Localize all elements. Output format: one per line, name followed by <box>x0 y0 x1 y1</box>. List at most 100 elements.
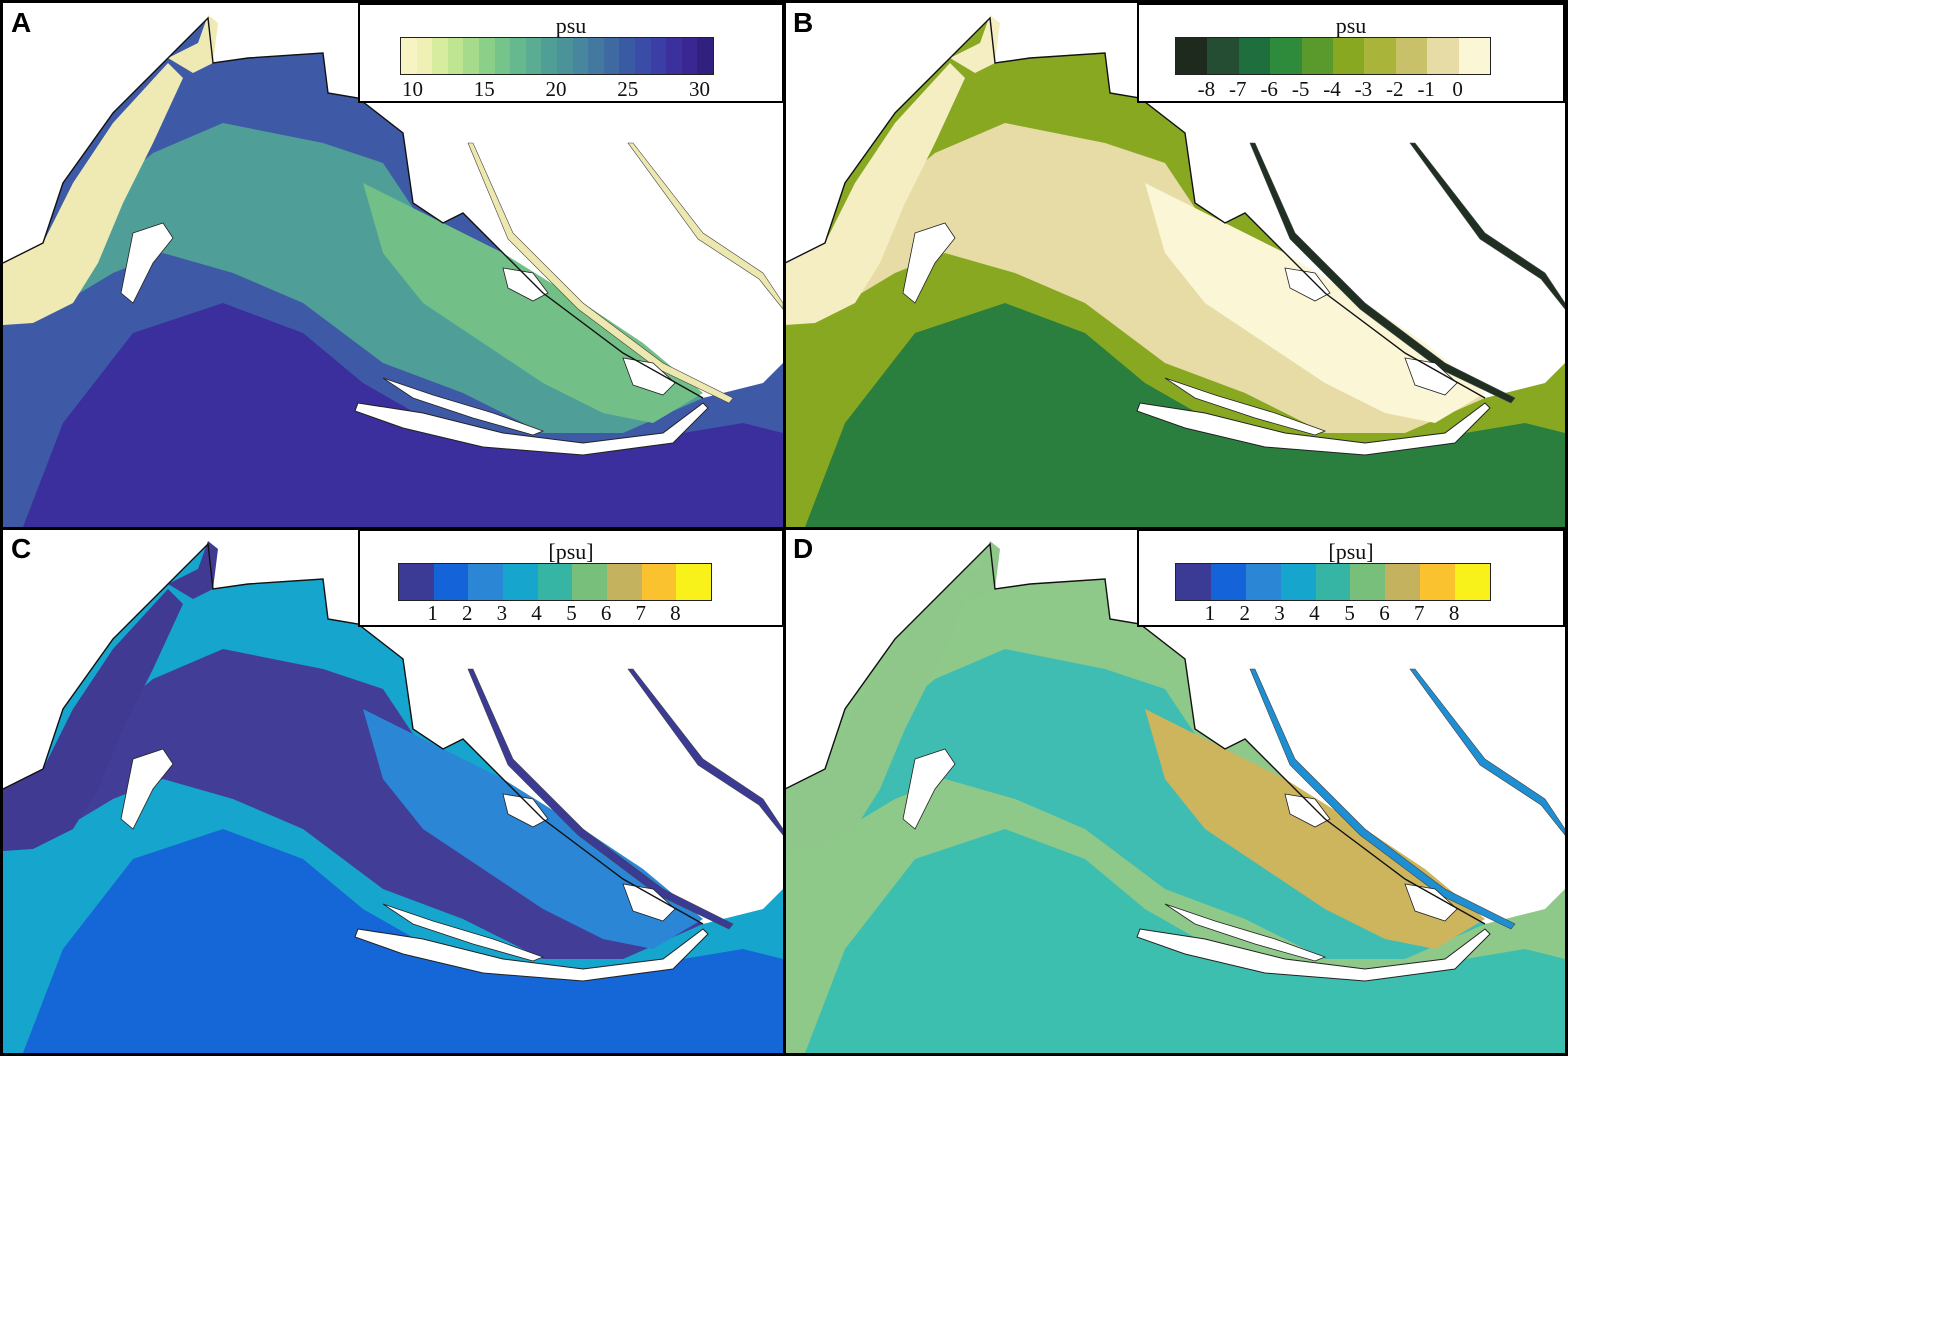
coastline <box>785 16 1486 399</box>
legend-tick-label: 25 <box>617 77 639 101</box>
legend-color-swatch <box>1333 38 1365 74</box>
panel-b-letter: B <box>793 7 814 38</box>
panel-a-legend: psu 10 15 20 25 30 <box>358 3 783 103</box>
panel-a-letter: A <box>11 7 32 38</box>
legend-tick-label: 8 <box>1448 601 1460 625</box>
legend-color-swatch <box>1395 38 1428 74</box>
marsh-island <box>120 748 174 830</box>
island <box>1284 267 1331 302</box>
marsh-island <box>902 748 956 830</box>
island <box>502 267 549 302</box>
panel-c-map <box>3 529 783 1053</box>
legend-color-swatch <box>432 38 448 74</box>
legend-tick-label: -8 <box>1197 77 1216 101</box>
marsh-island <box>902 222 956 304</box>
legend-color-swatch <box>1385 564 1421 600</box>
sand-spit <box>354 928 709 982</box>
legend-tick-label: 2 <box>462 601 473 625</box>
legend-tick-label: -4 <box>1323 77 1341 101</box>
legend-title: psu <box>555 13 587 38</box>
panel-c-letter: C <box>11 533 32 564</box>
legend-tick-label: 15 <box>473 77 495 101</box>
sand-spit <box>354 402 709 456</box>
legend-tick-label: 5 <box>566 601 577 625</box>
legend-color-swatch <box>697 38 713 74</box>
river-channel <box>1249 142 1516 404</box>
panel-a-map <box>3 3 783 527</box>
legend-colorbar <box>1175 37 1491 75</box>
legend-color-swatch <box>676 564 712 600</box>
legend-color-swatch <box>634 38 651 74</box>
legend-title: psu <box>1335 13 1367 38</box>
legend-ticks: -8 -7 -6 -5 -4 -3 -2 -1 0 <box>1175 77 1489 107</box>
legend-tick-label: 2 <box>1239 601 1250 625</box>
legend-color-swatch <box>537 564 573 600</box>
legend-color-swatch <box>478 38 495 74</box>
northern-tip-region <box>168 15 218 73</box>
island <box>502 793 549 828</box>
legend-color-swatch <box>572 564 608 600</box>
legend-colorbar <box>398 563 712 601</box>
legend-color-swatch <box>641 564 677 600</box>
island-east <box>622 883 676 922</box>
legend-tick-label: 10 <box>401 77 423 101</box>
legend-tick-label: 4 <box>531 601 542 625</box>
river-channel-east <box>1409 142 1565 310</box>
legend-color-swatch <box>607 564 642 600</box>
shallow-lagoon-region <box>1145 709 1485 949</box>
legend-color-swatch <box>1458 38 1491 74</box>
northern-tip-region <box>168 541 218 599</box>
legend-colorbar <box>400 37 714 75</box>
island-east <box>622 357 676 396</box>
legend-color-swatch <box>416 38 433 74</box>
legend-color-swatch <box>603 38 620 74</box>
island-east <box>1404 357 1458 396</box>
legend-tick-label: 5 <box>1344 601 1355 625</box>
legend-color-swatch <box>1270 38 1302 74</box>
panel-d-letter: D <box>793 533 814 564</box>
legend-tick-label: 8 <box>670 601 681 625</box>
legend-color-swatch <box>541 38 557 74</box>
legend-tick-label: 6 <box>600 601 612 625</box>
northwest-marsh-region <box>785 589 965 851</box>
legend-tick-label: 1 <box>1204 601 1216 625</box>
legend-tick-label: -1 <box>1417 77 1435 101</box>
legend-color-swatch <box>1364 38 1396 74</box>
legend-color-swatch <box>494 38 511 74</box>
panel-b-map <box>785 3 1565 527</box>
coastline <box>3 16 704 399</box>
legend-color-swatch <box>572 38 589 74</box>
legend-tick-label: 20 <box>545 77 567 101</box>
marsh-island <box>120 222 174 304</box>
inner-spit <box>1164 903 1327 962</box>
legend-color-swatch <box>1176 564 1211 600</box>
shallow-lagoon-region <box>363 709 703 949</box>
legend-color-swatch <box>1207 38 1239 74</box>
frame-right <box>1565 0 1568 1056</box>
legend-tick-label: 4 <box>1309 601 1320 625</box>
legend-color-swatch <box>1238 38 1271 74</box>
legend-color-swatch <box>433 564 469 600</box>
legend-tick-label: 7 <box>1414 601 1425 625</box>
frame-left <box>0 0 3 1056</box>
legend-color-swatch <box>556 38 573 74</box>
panel-a: A psu 10 15 20 25 30 <box>3 3 783 527</box>
panel-b: B psu -8 -7 -6 -5 -4 -3 -2 -1 0 <box>785 3 1565 527</box>
coastline <box>785 542 1486 925</box>
legend-tick-label: -6 <box>1260 77 1278 101</box>
inner-spit <box>382 377 545 436</box>
legend-color-swatch <box>588 38 604 74</box>
legend-tick-label: 30 <box>689 77 711 101</box>
legend-color-swatch <box>463 38 479 74</box>
legend-color-swatch <box>1420 564 1456 600</box>
legend-color-swatch <box>619 38 635 74</box>
legend-color-swatch <box>666 38 682 74</box>
legend-tick-label: -2 <box>1386 77 1404 101</box>
legend-color-swatch <box>681 38 698 74</box>
legend-color-swatch <box>447 38 464 74</box>
legend-color-swatch <box>401 38 417 74</box>
